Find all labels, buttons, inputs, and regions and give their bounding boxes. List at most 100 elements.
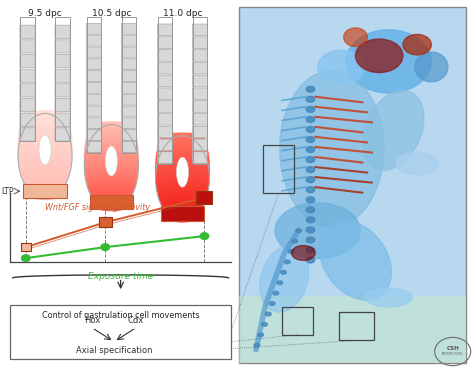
Ellipse shape	[396, 153, 438, 175]
FancyBboxPatch shape	[20, 25, 35, 38]
Ellipse shape	[23, 113, 67, 118]
Ellipse shape	[97, 203, 126, 208]
FancyBboxPatch shape	[86, 83, 101, 93]
Ellipse shape	[87, 131, 136, 136]
Circle shape	[101, 244, 109, 250]
FancyBboxPatch shape	[157, 139, 173, 151]
FancyBboxPatch shape	[86, 35, 101, 46]
FancyBboxPatch shape	[192, 113, 208, 125]
Bar	[158, 17, 172, 164]
FancyBboxPatch shape	[86, 130, 101, 141]
Bar	[282, 307, 313, 335]
FancyBboxPatch shape	[55, 25, 70, 38]
Ellipse shape	[25, 182, 65, 187]
Ellipse shape	[86, 176, 137, 181]
Ellipse shape	[156, 157, 209, 162]
Ellipse shape	[160, 135, 205, 141]
Ellipse shape	[155, 165, 210, 170]
Ellipse shape	[306, 207, 315, 213]
Ellipse shape	[157, 150, 208, 155]
Bar	[239, 7, 466, 363]
Ellipse shape	[94, 199, 128, 204]
Ellipse shape	[273, 291, 279, 295]
Ellipse shape	[18, 139, 72, 144]
Ellipse shape	[306, 86, 315, 92]
Ellipse shape	[90, 122, 133, 127]
Ellipse shape	[93, 197, 130, 202]
Ellipse shape	[18, 156, 72, 161]
FancyBboxPatch shape	[157, 62, 173, 74]
Ellipse shape	[161, 202, 204, 207]
Bar	[239, 296, 466, 363]
FancyBboxPatch shape	[121, 106, 137, 117]
Ellipse shape	[363, 90, 424, 170]
FancyBboxPatch shape	[121, 23, 137, 34]
Ellipse shape	[22, 175, 68, 180]
Ellipse shape	[164, 208, 201, 213]
Ellipse shape	[18, 134, 72, 140]
Ellipse shape	[84, 156, 138, 161]
Ellipse shape	[24, 179, 66, 185]
Ellipse shape	[87, 182, 136, 187]
Ellipse shape	[306, 116, 315, 122]
Ellipse shape	[23, 177, 67, 182]
Ellipse shape	[292, 246, 315, 260]
Ellipse shape	[288, 250, 294, 253]
FancyBboxPatch shape	[121, 118, 137, 129]
FancyBboxPatch shape	[20, 113, 35, 126]
Ellipse shape	[91, 193, 132, 198]
Ellipse shape	[86, 139, 137, 144]
Ellipse shape	[99, 205, 124, 211]
FancyBboxPatch shape	[86, 106, 101, 117]
Ellipse shape	[162, 204, 203, 209]
FancyBboxPatch shape	[121, 71, 137, 81]
Bar	[23, 184, 67, 198]
FancyBboxPatch shape	[121, 59, 137, 70]
Circle shape	[22, 255, 30, 262]
Ellipse shape	[87, 133, 136, 138]
Ellipse shape	[306, 157, 315, 163]
Text: Hox: Hox	[84, 317, 100, 326]
Ellipse shape	[306, 106, 315, 112]
Ellipse shape	[280, 71, 384, 227]
Ellipse shape	[254, 343, 260, 347]
Bar	[55, 17, 70, 141]
Ellipse shape	[168, 215, 197, 219]
Ellipse shape	[160, 198, 205, 202]
Ellipse shape	[158, 193, 207, 198]
FancyBboxPatch shape	[121, 35, 137, 46]
Ellipse shape	[28, 188, 62, 193]
Ellipse shape	[306, 227, 315, 233]
Ellipse shape	[258, 333, 264, 337]
Circle shape	[200, 233, 209, 240]
FancyBboxPatch shape	[192, 37, 208, 48]
Bar	[196, 191, 212, 204]
Ellipse shape	[19, 128, 71, 133]
Ellipse shape	[18, 147, 72, 153]
Ellipse shape	[18, 143, 72, 148]
FancyBboxPatch shape	[157, 24, 173, 36]
Ellipse shape	[92, 195, 131, 200]
Ellipse shape	[39, 135, 51, 165]
Ellipse shape	[20, 124, 70, 129]
Ellipse shape	[260, 246, 309, 312]
Ellipse shape	[156, 182, 209, 187]
Ellipse shape	[31, 192, 59, 197]
Ellipse shape	[88, 128, 135, 134]
Ellipse shape	[156, 153, 209, 158]
Ellipse shape	[306, 187, 315, 193]
Ellipse shape	[176, 157, 189, 187]
Ellipse shape	[292, 239, 298, 243]
Ellipse shape	[85, 148, 138, 153]
Ellipse shape	[160, 199, 205, 205]
Ellipse shape	[156, 159, 209, 164]
Ellipse shape	[19, 160, 71, 165]
Bar	[193, 17, 207, 164]
FancyBboxPatch shape	[157, 37, 173, 48]
Ellipse shape	[155, 170, 210, 175]
Ellipse shape	[158, 142, 207, 147]
FancyBboxPatch shape	[192, 88, 208, 100]
Ellipse shape	[84, 163, 138, 168]
Ellipse shape	[84, 150, 138, 155]
Ellipse shape	[319, 221, 392, 300]
